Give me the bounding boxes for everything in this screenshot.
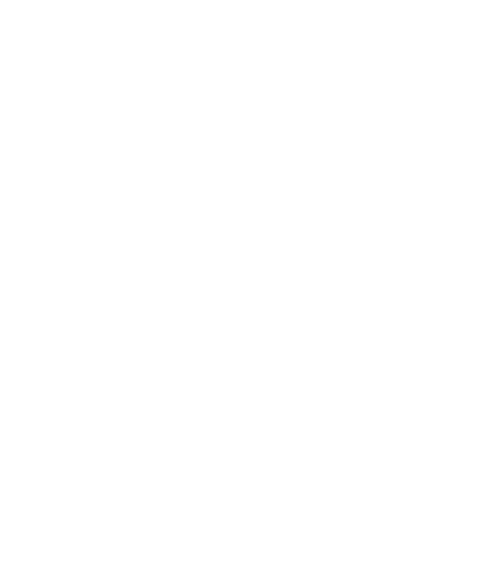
Polygon shape [79, 350, 103, 367]
Polygon shape [122, 294, 154, 365]
Circle shape [0, 66, 401, 566]
Text: 1360GH: 1360GH [55, 379, 91, 388]
Polygon shape [277, 320, 312, 371]
Polygon shape [146, 235, 166, 289]
Text: (A/T): (A/T) [271, 269, 296, 278]
Polygon shape [286, 408, 334, 450]
Polygon shape [70, 358, 84, 367]
Polygon shape [280, 338, 288, 348]
Circle shape [0, 21, 458, 566]
Text: (AL PAD): (AL PAD) [153, 415, 189, 424]
Polygon shape [84, 473, 115, 499]
Polygon shape [81, 325, 125, 487]
Bar [273, 277, 373, 365]
Polygon shape [336, 439, 349, 453]
Polygon shape [43, 464, 79, 495]
Bar [146, 413, 245, 478]
Polygon shape [43, 287, 82, 305]
Text: 32825: 32825 [43, 464, 71, 473]
Polygon shape [91, 334, 211, 379]
Circle shape [0, 183, 313, 566]
Polygon shape [360, 278, 391, 299]
Polygon shape [280, 351, 288, 361]
Text: 32830G: 32830G [47, 346, 82, 355]
Polygon shape [154, 427, 182, 475]
Text: 93810A: 93810A [43, 275, 77, 284]
Text: 32851C: 32851C [209, 395, 243, 404]
Text: 32881B: 32881B [242, 334, 276, 343]
Text: 1125DD: 1125DD [138, 75, 173, 84]
Text: 32876: 32876 [38, 242, 66, 251]
Text: FR.: FR. [425, 68, 448, 81]
Text: 32825: 32825 [278, 311, 306, 320]
Text: 32825: 32825 [155, 479, 183, 488]
Circle shape [31, 0, 480, 566]
Text: 32871B: 32871B [209, 314, 243, 323]
Polygon shape [300, 324, 308, 334]
Polygon shape [290, 324, 298, 334]
Polygon shape [342, 280, 374, 453]
Text: (AL PAD): (AL PAD) [275, 278, 311, 288]
Text: 32825: 32825 [297, 397, 324, 406]
Bar [269, 269, 475, 484]
Bar [41, 91, 281, 484]
Polygon shape [105, 276, 125, 286]
Polygon shape [300, 338, 308, 348]
Text: (BRAKE PEDAL): (BRAKE PEDAL) [10, 16, 95, 26]
Polygon shape [334, 436, 351, 456]
Text: 32883: 32883 [190, 202, 217, 211]
Polygon shape [130, 297, 151, 357]
Polygon shape [280, 324, 288, 334]
Polygon shape [290, 338, 298, 348]
Text: 1339CD: 1339CD [47, 389, 82, 398]
Text: 32815S: 32815S [161, 213, 194, 222]
Circle shape [0, 10, 451, 566]
Polygon shape [290, 351, 298, 361]
Circle shape [0, 0, 451, 566]
Polygon shape [379, 297, 391, 308]
Text: 32800B: 32800B [184, 95, 219, 104]
Text: 1310JA: 1310JA [39, 357, 70, 366]
Text: 32883: 32883 [77, 263, 105, 272]
Polygon shape [300, 351, 308, 361]
